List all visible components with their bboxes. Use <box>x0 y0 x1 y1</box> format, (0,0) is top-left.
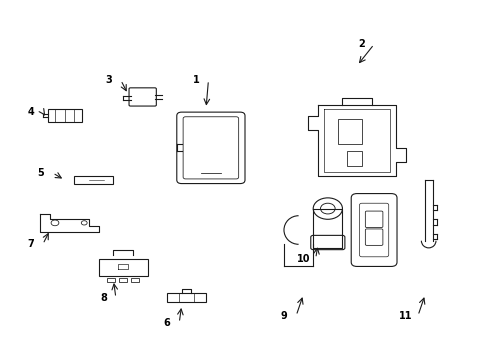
Bar <box>48 109 82 122</box>
Text: 2: 2 <box>359 39 366 49</box>
Text: 1: 1 <box>193 75 199 85</box>
Text: 10: 10 <box>297 253 310 264</box>
Text: 4: 4 <box>27 107 34 117</box>
Bar <box>338 119 362 144</box>
Text: 6: 6 <box>164 318 171 328</box>
Bar <box>74 176 114 184</box>
Text: 7: 7 <box>27 239 34 249</box>
Bar <box>119 278 127 282</box>
Text: 5: 5 <box>37 168 44 178</box>
Bar <box>167 293 206 302</box>
Bar <box>131 278 139 282</box>
Bar <box>99 258 147 276</box>
Bar <box>107 278 115 282</box>
Text: 11: 11 <box>399 311 413 321</box>
Text: 8: 8 <box>100 293 107 303</box>
Text: 3: 3 <box>105 75 112 85</box>
Text: 9: 9 <box>281 311 287 321</box>
Bar <box>347 152 362 166</box>
